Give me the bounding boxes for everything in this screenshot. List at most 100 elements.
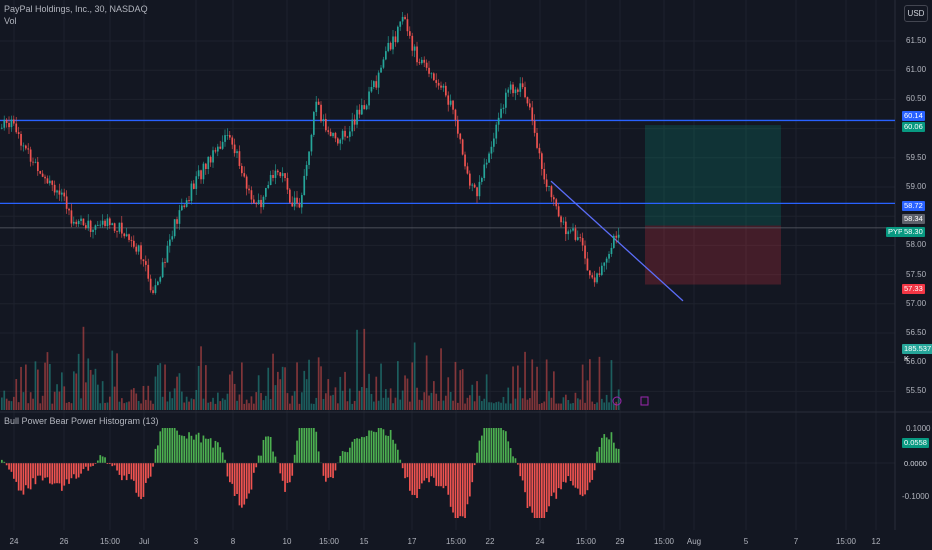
- candle-body: [111, 223, 114, 226]
- candle-body: [274, 170, 277, 178]
- currency-button[interactable]: USD: [904, 5, 928, 22]
- price-tag-current: 58.30: [902, 227, 925, 237]
- volume-bar: [229, 374, 231, 410]
- candle-body: [358, 109, 361, 115]
- histogram-bar: [15, 463, 18, 482]
- price-tag-mid-line: 58.72: [902, 201, 925, 211]
- volume-bar: [94, 368, 97, 410]
- candle-body: [207, 156, 210, 169]
- volume-bar: [509, 403, 512, 410]
- volume-bar: [51, 403, 54, 410]
- candle-body: [500, 108, 502, 118]
- volume-bar: [130, 389, 133, 410]
- histogram-bar: [219, 447, 222, 463]
- volume-bar: [368, 373, 370, 410]
- candle-body: [53, 184, 56, 193]
- histogram-bar: [77, 463, 80, 478]
- time-axis-label: 15:00: [835, 537, 857, 546]
- candle-body: [565, 221, 567, 235]
- volume-bar: [457, 402, 459, 410]
- volume-bar: [46, 352, 49, 410]
- volume-bar: [185, 396, 188, 410]
- volume-bar: [159, 363, 162, 410]
- candle-body: [123, 233, 126, 237]
- candle-body: [385, 51, 387, 60]
- volume-bar: [394, 397, 397, 410]
- candle-body: [217, 146, 219, 152]
- candle-body: [61, 192, 63, 195]
- histogram-bar: [310, 428, 313, 463]
- candle-body: [605, 258, 608, 263]
- candle-body: [106, 218, 109, 227]
- volume-bar: [248, 403, 250, 410]
- histogram-bar: [315, 431, 318, 463]
- candle-body: [356, 109, 358, 125]
- candle-body: [262, 196, 265, 208]
- volume-bar: [70, 403, 73, 410]
- candle-body: [377, 72, 380, 88]
- volume-bar: [236, 400, 238, 410]
- indicator-axis-label: -0.1000: [902, 492, 930, 501]
- price-axis-label: 59.00: [906, 182, 927, 191]
- histogram-bar: [476, 452, 478, 463]
- volume-bar: [137, 400, 140, 410]
- volume-bar: [41, 395, 44, 410]
- indicator-title[interactable]: Bull Power Bear Power Histogram (13): [4, 416, 159, 426]
- candle-body: [392, 36, 394, 50]
- candle-body: [394, 36, 397, 43]
- volume-bar: [279, 379, 282, 410]
- price-axis-label: 55.50: [906, 386, 927, 396]
- histogram-bar: [145, 463, 147, 483]
- candle-body: [349, 131, 351, 137]
- histogram-bar: [488, 428, 490, 463]
- candle-body: [226, 135, 229, 136]
- histogram-bar: [497, 428, 500, 463]
- candle-body: [538, 147, 541, 154]
- volume-bar: [608, 402, 610, 410]
- volume-legend[interactable]: Vol: [4, 16, 17, 26]
- candle-body: [171, 236, 174, 240]
- volume-bar: [289, 403, 291, 410]
- histogram-bar: [73, 463, 75, 475]
- histogram-bar: [428, 463, 430, 483]
- histogram-bar: [111, 463, 114, 467]
- histogram-bar: [154, 448, 157, 463]
- histogram-bar: [449, 463, 452, 507]
- candle-body: [382, 59, 385, 68]
- trendline: [550, 180, 684, 302]
- histogram-bar: [296, 440, 298, 463]
- candle-body: [409, 31, 411, 36]
- histogram-bar: [550, 463, 553, 497]
- histogram-bar: [473, 463, 476, 466]
- symbol-title[interactable]: PayPal Holdings, Inc., 30, NASDAQ: [4, 4, 148, 14]
- volume-bar: [181, 391, 183, 410]
- candle-body: [279, 172, 282, 177]
- histogram-bar: [221, 452, 224, 463]
- volume-bar: [603, 402, 606, 410]
- volume-bar: [20, 366, 22, 410]
- candle-body: [581, 238, 584, 246]
- histogram-bar: [365, 436, 368, 463]
- volume-bar: [505, 403, 507, 410]
- candle-body: [173, 219, 176, 237]
- candle-body: [233, 144, 236, 154]
- volume-bar: [389, 388, 392, 410]
- candle-body: [397, 26, 399, 43]
- volume-bar: [543, 401, 546, 410]
- candle-body: [145, 261, 147, 265]
- volume-bar: [536, 366, 538, 410]
- histogram-bar: [224, 459, 226, 463]
- candle-body: [272, 175, 274, 178]
- volume-bar: [281, 366, 284, 410]
- time-axis-label: 15:00: [445, 537, 467, 546]
- candle-body: [521, 83, 524, 88]
- candle-body: [221, 141, 224, 149]
- candle-body: [253, 199, 255, 204]
- candle-body: [291, 202, 294, 207]
- candle-body: [109, 218, 111, 226]
- volume-bar: [25, 364, 27, 410]
- candle-body: [459, 133, 462, 140]
- histogram-bar: [209, 438, 212, 463]
- histogram-bar: [149, 463, 152, 477]
